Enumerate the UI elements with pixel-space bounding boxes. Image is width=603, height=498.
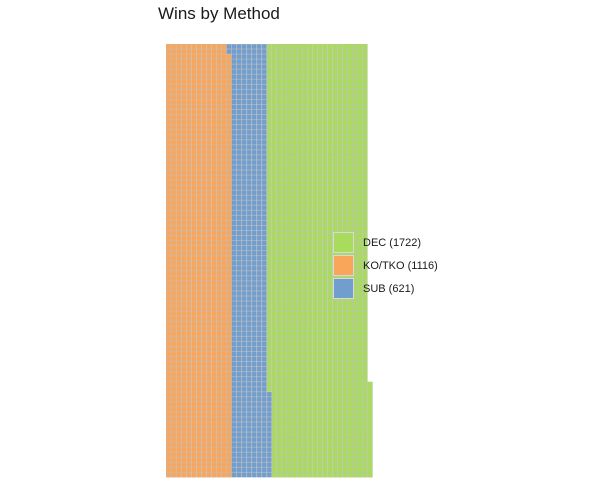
legend-label-dec: DEC (1722): [363, 236, 422, 249]
waffle-cells: [201, 44, 207, 478]
waffle-cells: [312, 44, 318, 478]
waffle-cells: [367, 381, 373, 478]
waffle-cells: [181, 44, 187, 478]
waffle-cells: [302, 44, 308, 478]
waffle-cells: [176, 44, 182, 478]
legend-item-sub: SUB (621): [333, 277, 438, 300]
waffle-cells: [226, 54, 232, 478]
waffle-cells: [211, 44, 217, 478]
waffle-cells: [281, 44, 287, 478]
waffle-cells: [322, 44, 328, 478]
legend-label-ko-tko: KO/TKO (1116): [363, 259, 438, 272]
waffle-cells: [286, 44, 292, 478]
waffle-cells: [216, 44, 222, 478]
waffle-cells: [352, 44, 358, 478]
legend-key-ko-tko: [333, 255, 354, 276]
legend-key-dec: [333, 232, 354, 253]
waffle-cells: [261, 44, 267, 478]
waffle-cells: [362, 44, 368, 478]
waffle-cells: [327, 44, 333, 478]
legend-item-ko-tko: KO/TKO (1116): [333, 254, 438, 277]
waffle-cells: [256, 44, 262, 478]
waffle-cells: [307, 44, 313, 478]
waffle-cells: [231, 44, 237, 478]
waffle-series-ko-tko: [166, 44, 232, 478]
waffle-cells: [171, 44, 177, 478]
legend-key-sub: [333, 278, 354, 299]
legend-item-dec: DEC (1722): [333, 231, 438, 254]
waffle-cells: [266, 44, 272, 392]
waffle-cells: [276, 44, 282, 478]
legend-label-sub: SUB (621): [363, 282, 415, 295]
waffle-cells: [251, 44, 257, 478]
waffle-cells: [221, 44, 227, 478]
waffle-cells: [292, 44, 298, 478]
waffle-cells: [226, 44, 232, 55]
legend: DEC (1722) KO/TKO (1116) SUB (621): [333, 231, 438, 300]
waffle-cells: [357, 44, 363, 478]
waffle-cells: [266, 391, 272, 478]
waffle-cells: [191, 44, 197, 478]
waffle-cells: [317, 44, 323, 478]
waffle-cells: [206, 44, 212, 478]
waffle-cells: [166, 44, 172, 478]
waffle-cells: [297, 44, 303, 478]
waffle-cells: [236, 44, 242, 478]
waffle-cells: [241, 44, 247, 478]
waffle-cells: [196, 44, 202, 478]
waffle-cells: [246, 44, 252, 478]
waffle-cells: [186, 44, 192, 478]
waffle-cells: [271, 44, 277, 478]
chart-title: Wins by Method: [158, 4, 280, 23]
waffle-series-sub: [226, 44, 272, 478]
